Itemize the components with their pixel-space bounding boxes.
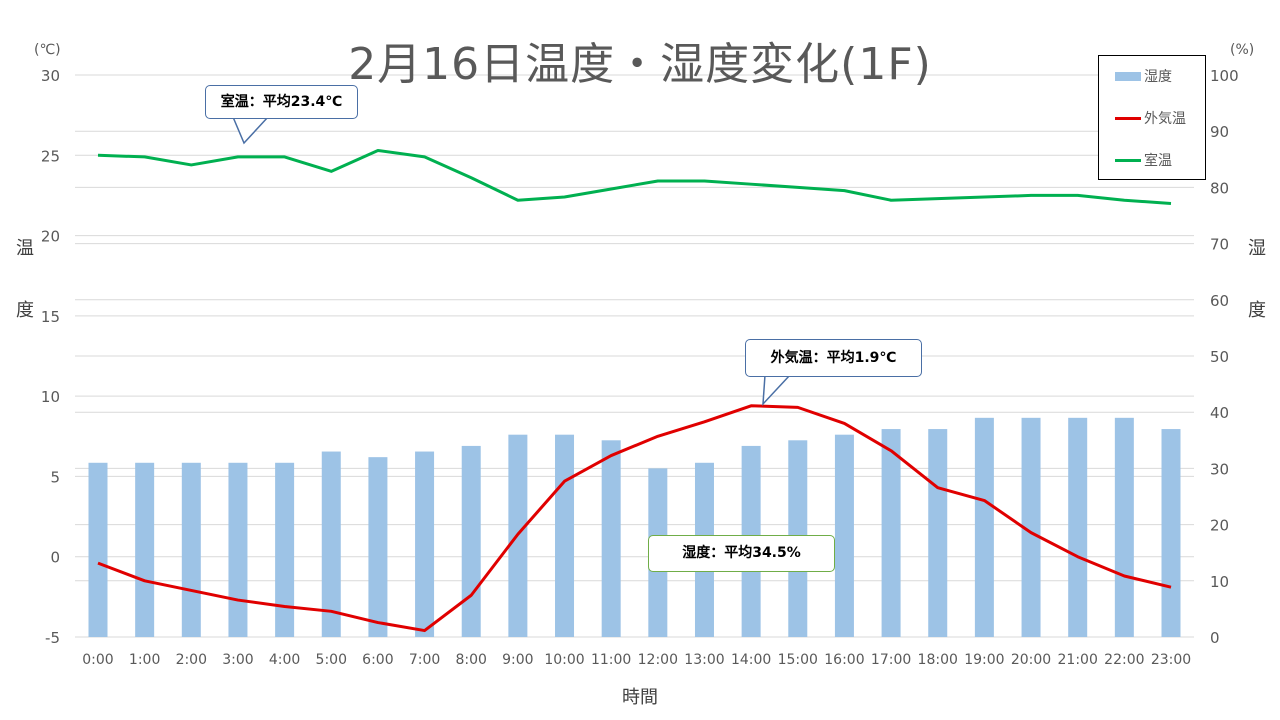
bar-humidity — [1021, 417, 1041, 637]
legend: 湿度 外気温 室温 — [1098, 55, 1206, 180]
left-axis-label: 温度 — [16, 238, 34, 321]
y-right-tick-label: 10 — [1210, 573, 1229, 591]
x-tick-label: 13:00 — [684, 652, 724, 668]
right-axis-unit: (%) — [1230, 42, 1255, 58]
y-left-tick-label: -5 — [45, 629, 60, 647]
y-right-tick-label: 30 — [1210, 460, 1229, 478]
bar-humidity — [368, 457, 388, 637]
y-left-tick-label: 0 — [50, 549, 60, 567]
x-tick-label: 17:00 — [871, 652, 911, 668]
x-tick-label: 5:00 — [316, 652, 347, 668]
x-tick-label: 4:00 — [269, 652, 300, 668]
x-tick-label: 0:00 — [82, 652, 113, 668]
legend-swatch-outdoor — [1115, 116, 1141, 120]
bar-humidity — [974, 417, 994, 637]
right-axis-label: 湿度 — [1248, 238, 1266, 321]
callout-pointer-room — [232, 116, 269, 145]
x-tick-label: 10:00 — [544, 652, 584, 668]
x-tick-label: 11:00 — [591, 652, 631, 668]
bar-humidity — [181, 462, 201, 637]
bar-humidity — [415, 451, 435, 637]
x-tick-label: 6:00 — [362, 652, 393, 668]
y-right-tick-label: 80 — [1210, 179, 1229, 197]
x-tick-label: 3:00 — [222, 652, 253, 668]
legend-swatch-room — [1115, 158, 1141, 162]
x-tick-label: 8:00 — [455, 652, 486, 668]
x-tick-label: 14:00 — [731, 652, 771, 668]
legend-swatch-humidity — [1115, 71, 1141, 81]
legend-item-outdoor: 外気温 — [1099, 108, 1186, 128]
y-left-tick-label: 5 — [50, 468, 60, 486]
callout-outdoor-average: 外気温：平均1.9℃ — [745, 339, 922, 377]
y-right-tick-label: 40 — [1210, 404, 1229, 422]
bar-humidity — [1114, 417, 1134, 637]
x-tick-label: 20:00 — [1011, 652, 1051, 668]
bar-humidity — [601, 440, 621, 637]
y-left-tick-label: 15 — [41, 308, 60, 326]
bar-humidity — [135, 462, 155, 637]
x-tick-label: 7:00 — [409, 652, 440, 668]
bar-humidity — [1161, 429, 1181, 637]
x-tick-label: 9:00 — [502, 652, 533, 668]
bar-humidity — [881, 429, 901, 637]
legend-label: 室温 — [1144, 153, 1172, 169]
x-tick-label: 19:00 — [964, 652, 1004, 668]
bar-humidity — [1068, 417, 1088, 637]
bar-humidity — [928, 429, 948, 637]
x-tick-label: 18:00 — [918, 652, 958, 668]
bar-humidity — [461, 445, 481, 637]
x-tick-label: 16:00 — [824, 652, 864, 668]
bar-humidity — [228, 462, 248, 637]
bar-humidity — [88, 462, 108, 637]
y-left-tick-label: 30 — [41, 67, 60, 85]
y-left-tick-label: 10 — [41, 388, 60, 406]
x-tick-label: 1:00 — [129, 652, 160, 668]
x-tick-label: 21:00 — [1058, 652, 1098, 668]
callout-pointer-outdoor — [762, 374, 791, 407]
chart-title: 2月16日温度・湿度変化(1F) — [348, 39, 932, 90]
legend-label: 湿度 — [1144, 69, 1172, 85]
bar-humidity — [275, 462, 295, 637]
bar-humidity — [834, 434, 854, 637]
x-axis-label: 時間 — [622, 687, 658, 708]
y-right-tick-label: 60 — [1210, 292, 1229, 310]
x-tick-label: 23:00 — [1151, 652, 1191, 668]
y-right-tick-label: 70 — [1210, 236, 1229, 254]
x-tick-label: 22:00 — [1104, 652, 1144, 668]
bar-humidity — [321, 451, 341, 637]
y-left-tick-label: 25 — [41, 147, 60, 165]
line-outdoor-temp — [97, 404, 1172, 633]
callout-room-average: 室温：平均23.4℃ — [205, 85, 358, 119]
bar-humidity — [555, 434, 575, 637]
callout-humidity-average: 湿度：平均34.5% — [648, 535, 835, 572]
y-right-tick-label: 20 — [1210, 517, 1229, 535]
legend-item-humidity: 湿度 — [1099, 66, 1172, 86]
y-right-tick-label: 90 — [1210, 123, 1229, 141]
y-left-tick-label: 20 — [41, 228, 60, 246]
y-right-tick-label: 50 — [1210, 348, 1229, 366]
line-room-temp — [97, 148, 1172, 205]
legend-label: 外気温 — [1144, 111, 1186, 127]
left-axis-unit: (℃) — [34, 42, 61, 58]
legend-item-room: 室温 — [1099, 150, 1172, 170]
x-tick-label: 12:00 — [638, 652, 678, 668]
y-right-tick-label: 100 — [1210, 67, 1239, 85]
x-tick-label: 2:00 — [176, 652, 207, 668]
y-right-tick-label: 0 — [1210, 629, 1220, 647]
x-tick-label: 15:00 — [778, 652, 818, 668]
